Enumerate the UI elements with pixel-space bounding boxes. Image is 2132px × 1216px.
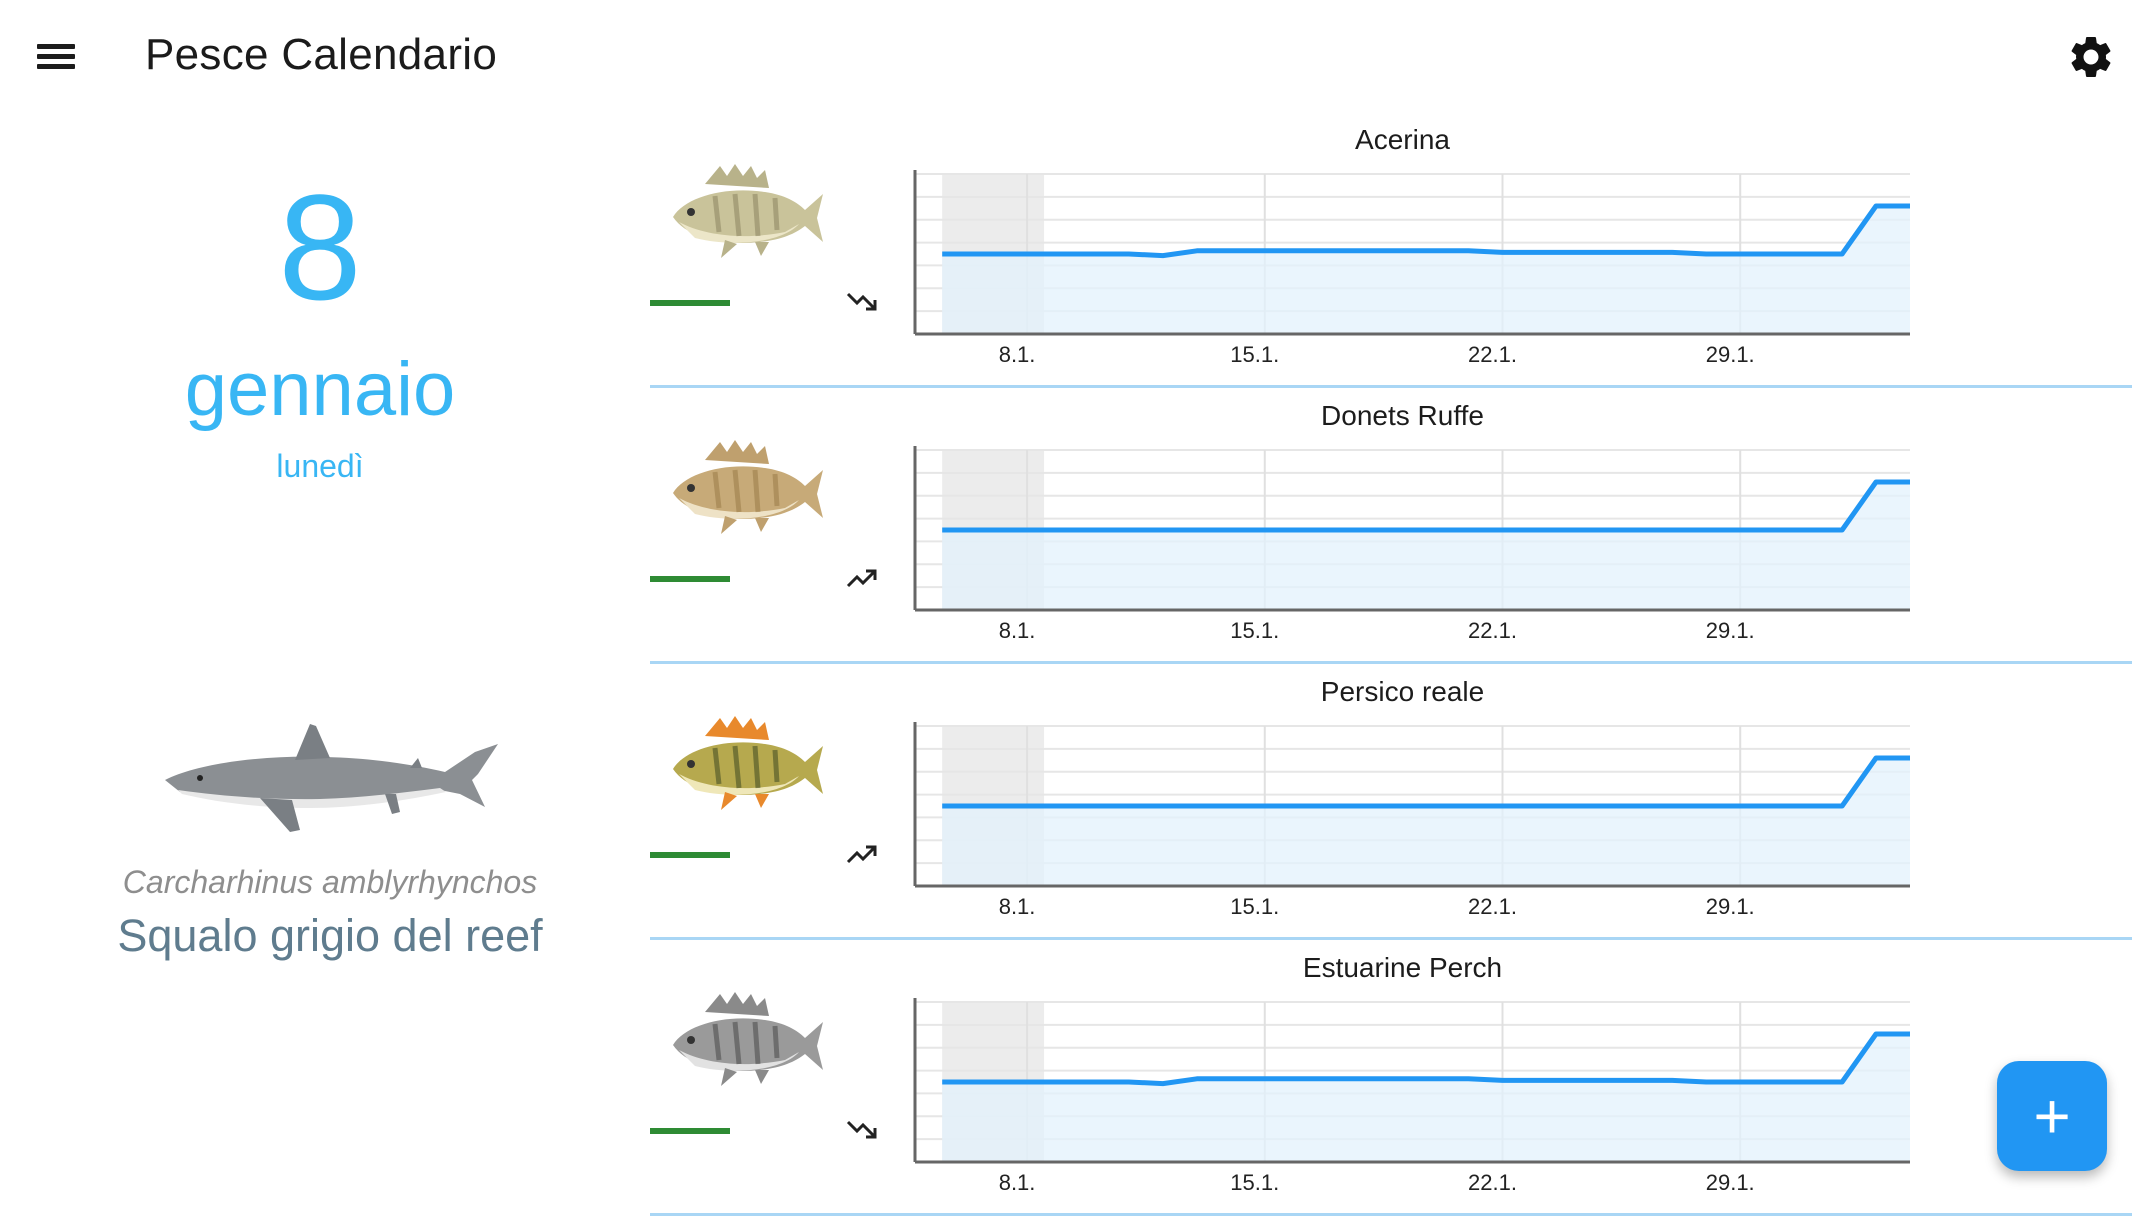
fish-card[interactable]: Persico reale 8.1. 15.1. 22.1. 29.1. xyxy=(650,664,2132,940)
x-tick-label: 29.1. xyxy=(1706,1170,1755,1195)
x-tick-label: 15.1. xyxy=(1230,342,1279,367)
x-tick-label: 22.1. xyxy=(1468,342,1517,367)
estuarine-perch-fish-image xyxy=(665,990,825,1090)
activity-chart: 8.1. 15.1. 22.1. 29.1. xyxy=(913,170,1910,367)
chart-title: Estuarine Perch xyxy=(1302,952,1503,983)
chart-title: Donets Ruffe xyxy=(1321,400,1484,431)
trending-up-icon xyxy=(846,842,878,866)
donets-ruffe-fish-image xyxy=(665,438,825,538)
x-tick-label: 29.1. xyxy=(1706,618,1755,643)
common-name: Squalo grigio del reef xyxy=(117,910,543,961)
x-tick-label: 8.1. xyxy=(999,894,1036,919)
status-indicator-bar xyxy=(650,576,730,582)
fish-card[interactable]: Estuarine Perch 8.1. 15.1. 22.1. 29.1. xyxy=(650,940,2132,1216)
x-tick-label: 15.1. xyxy=(1230,618,1279,643)
chart-title: Acerina xyxy=(1355,124,1450,155)
fish-card[interactable]: Acerina 8.1. 15.1. 22.1. 29.1. xyxy=(650,112,2132,388)
gear-icon[interactable] xyxy=(2066,32,2116,82)
x-tick-label: 8.1. xyxy=(999,342,1036,367)
status-indicator-bar xyxy=(650,1128,730,1134)
x-tick-label: 8.1. xyxy=(999,618,1036,643)
status-indicator-bar xyxy=(650,300,730,306)
x-tick-label: 22.1. xyxy=(1468,894,1517,919)
app-title: Pesce Calendario xyxy=(145,30,498,79)
weekday: lunedì xyxy=(276,448,364,484)
fish-list: Acerina 8.1. 15.1. 22.1. 29.1. Donets Ruffe… xyxy=(650,112,2132,1216)
series-area xyxy=(942,1034,1910,1162)
series-area xyxy=(942,482,1910,610)
add-button[interactable]: + xyxy=(1997,1061,2107,1171)
x-tick-label: 22.1. xyxy=(1468,1170,1517,1195)
series-line xyxy=(942,203,1910,259)
status-indicator-bar xyxy=(650,852,730,858)
trending-down-icon xyxy=(846,290,878,314)
day-number: 8 xyxy=(278,163,362,331)
series-line xyxy=(942,755,1910,809)
series-area xyxy=(942,206,1910,334)
x-tick-label: 29.1. xyxy=(1706,894,1755,919)
series-line xyxy=(942,479,1910,533)
fish-card[interactable]: Donets Ruffe 8.1. 15.1. 22.1. 29.1. xyxy=(650,388,2132,664)
hamburger-menu-icon[interactable] xyxy=(26,34,86,78)
add-icon: + xyxy=(2033,1080,2071,1152)
series-line xyxy=(942,1031,1910,1087)
trending-up-icon xyxy=(846,566,878,590)
trending-down-icon xyxy=(846,1118,878,1142)
activity-chart: 8.1. 15.1. 22.1. 29.1. xyxy=(913,446,1910,643)
european-perch-fish-image xyxy=(665,714,825,814)
month-name: gennaio xyxy=(184,347,456,432)
x-tick-label: 8.1. xyxy=(999,1170,1036,1195)
ruffe-fish-image xyxy=(665,162,825,262)
date-panel: 8 gennaio lunedì Carcharhinus amblyrhync… xyxy=(0,112,640,1200)
scientific-name: Carcharhinus amblyrhynchos xyxy=(122,864,538,900)
x-tick-label: 15.1. xyxy=(1230,1170,1279,1195)
activity-chart: 8.1. 15.1. 22.1. 29.1. xyxy=(913,722,1910,919)
series-area xyxy=(942,758,1910,886)
app-bar: Pesce Calendario xyxy=(0,0,2132,112)
x-tick-label: 29.1. xyxy=(1706,342,1755,367)
chart-title: Persico reale xyxy=(1320,676,1485,707)
x-tick-label: 15.1. xyxy=(1230,894,1279,919)
activity-chart: 8.1. 15.1. 22.1. 29.1. xyxy=(913,998,1910,1195)
x-tick-label: 22.1. xyxy=(1468,618,1517,643)
grey-reef-shark-image[interactable] xyxy=(160,722,500,852)
